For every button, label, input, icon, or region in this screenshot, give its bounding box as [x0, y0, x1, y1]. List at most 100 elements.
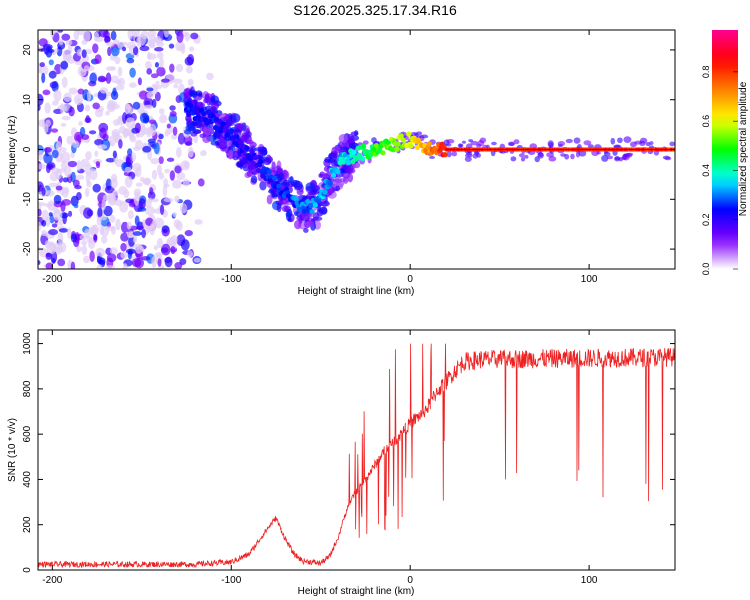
spectrogram-noise-blob — [44, 203, 53, 208]
spectrogram-noise-blob — [74, 185, 82, 190]
spectrogram-noise-blob — [112, 87, 117, 96]
spectrogram-ridge-point — [271, 175, 278, 181]
spectrogram-noise-blob — [154, 91, 161, 102]
snr-xlabel: Height of straight line (km) — [298, 586, 415, 597]
spectrogram-noise-blob — [134, 257, 145, 269]
figure-title: S126.2025.325.17.34.R16 — [293, 2, 457, 18]
spectrogram-noise-blob — [156, 66, 166, 77]
spectrogram-noise-blob — [158, 156, 164, 165]
spectrogram-ridge-halo — [560, 153, 566, 157]
spectrogram-ridge-halo — [330, 153, 337, 159]
spectrogram-noise-blob — [83, 255, 91, 264]
spectrogram-ridge-halo — [342, 176, 349, 184]
spectrogram-noise-blob — [156, 237, 164, 249]
spectrogram-noise-blob — [112, 150, 117, 159]
spectrogram-noise-blob — [134, 215, 140, 226]
spectrogram-noise-blob — [115, 218, 121, 231]
spectrogram-noise-blob — [190, 32, 199, 40]
spectrogram-noise-blob — [83, 30, 91, 43]
spectrogram-noise-blob — [112, 190, 119, 196]
spectrogram-noise-blob — [163, 183, 170, 188]
spectrogram-noise-blob — [159, 57, 164, 68]
spectrogram-ridge-halo — [285, 211, 292, 218]
spectrogram-noise-blob — [178, 83, 185, 95]
spectrogram-noise-blob — [48, 59, 54, 66]
spectrogram-ridge-point — [361, 143, 367, 150]
spectrogram-noise-blob — [107, 46, 112, 57]
spectrogram-noise-blob — [99, 215, 108, 221]
spectrogram-ridge-halo — [524, 155, 529, 159]
spectrogram-noise-blob — [154, 217, 165, 229]
spectrogram-noise-blob — [77, 88, 85, 95]
spectrogram-ridge-halo — [350, 131, 359, 136]
spectrogram-noise-blob — [123, 171, 132, 177]
spectrogram-ridge-halo — [570, 153, 575, 160]
spectrogram-noise-blob — [170, 234, 178, 245]
spectrogram-noise-blob — [109, 247, 118, 255]
spectrogram-noise-blob — [179, 203, 188, 214]
spectrogram-noise-blob — [182, 178, 190, 187]
spectrogram-noise-blob — [95, 161, 101, 166]
spectrogram-noise-blob — [52, 209, 63, 221]
spectrogram-noise-blob — [99, 87, 108, 94]
spectrogram-ridge-point — [330, 172, 337, 178]
spectrogram-noise-blob — [206, 72, 214, 81]
spectrogram-noise-blob — [129, 67, 136, 78]
spectrogram-noise-blob — [48, 182, 59, 188]
spectrogram-ridge-point — [380, 150, 386, 156]
spectrogram-noise-blob — [110, 177, 118, 189]
spectrogram-xlabel: Height of straight line (km) — [298, 286, 415, 297]
spectrogram-noise-blob — [152, 36, 159, 43]
spectrogram-ridge-halo — [573, 137, 581, 144]
spectrogram-noise-blob — [125, 198, 134, 204]
spectrogram-ridge-halo — [468, 139, 474, 143]
spectrogram-ridge-halo — [461, 140, 467, 144]
spectrogram-noise-blob — [184, 32, 191, 42]
spectrogram-ridge-point — [346, 160, 352, 166]
spectrogram-noise-blob — [122, 46, 127, 52]
spectrogram-noise-blob — [57, 258, 66, 267]
spectrogram-noise-blob — [134, 194, 140, 206]
spectrogram-ridge-halo — [275, 165, 281, 171]
spectrogram-ridge-point — [322, 189, 328, 195]
spectrogram-noise-blob — [151, 169, 158, 180]
spectrogram-noise-blob — [106, 102, 116, 113]
spectrogram-noise-blob — [125, 117, 136, 129]
spectrogram-noise-blob — [142, 145, 152, 153]
spectrogram-noise-blob — [146, 87, 154, 92]
spectrogram-noise-blob — [38, 208, 42, 217]
spectrogram-noise-blob — [38, 260, 41, 266]
spectrogram-noise-blob — [94, 108, 104, 118]
snr-ylabel: SNR (10 * v/v) — [7, 418, 18, 482]
spectrogram-noise-blob — [53, 89, 62, 102]
spectrogram-noise-blob — [51, 149, 59, 159]
spectrogram-noise-blob — [117, 77, 126, 87]
spectrogram-ridge-halo — [603, 151, 611, 157]
spectrogram-ytick-label: 10 — [22, 94, 33, 106]
spectrogram-noise-blob — [52, 100, 59, 106]
spectrogram-noise-blob — [70, 171, 76, 183]
spectrogram-ridge-halo — [649, 141, 654, 146]
snr-ytick-label: 0 — [22, 567, 33, 573]
spectrogram-noise-blob — [105, 157, 116, 163]
spectrogram-noise-blob — [154, 62, 160, 68]
spectrogram-noise-blob — [157, 258, 162, 267]
spectrogram-ridge-point — [390, 146, 396, 153]
snr-frame — [37, 329, 676, 571]
spectrogram-noise-blob — [105, 72, 112, 84]
spectrogram-noise-blob — [38, 104, 41, 111]
spectrogram-noise-blob — [138, 198, 146, 210]
spectrogram-noise-blob — [83, 65, 90, 72]
spectrogram-noise-blob — [44, 240, 51, 249]
spectrogram-noise-blob — [47, 163, 54, 169]
colorbar-label: Normalized spectral amplitude — [738, 81, 749, 216]
spectrogram-ridge-halo — [320, 173, 329, 179]
spectrogram-ridge-halo — [479, 137, 487, 144]
spectrogram-noise-blob — [89, 168, 98, 181]
spectrogram-noise-blob — [62, 212, 67, 225]
spectrogram-ridge-halo — [226, 139, 232, 148]
spectrogram-ridge-halo — [596, 151, 601, 155]
spectrogram-noise-blob — [57, 232, 64, 244]
spectrogram-ridge-point — [394, 146, 400, 152]
spectrogram-noise-blob — [105, 265, 116, 269]
